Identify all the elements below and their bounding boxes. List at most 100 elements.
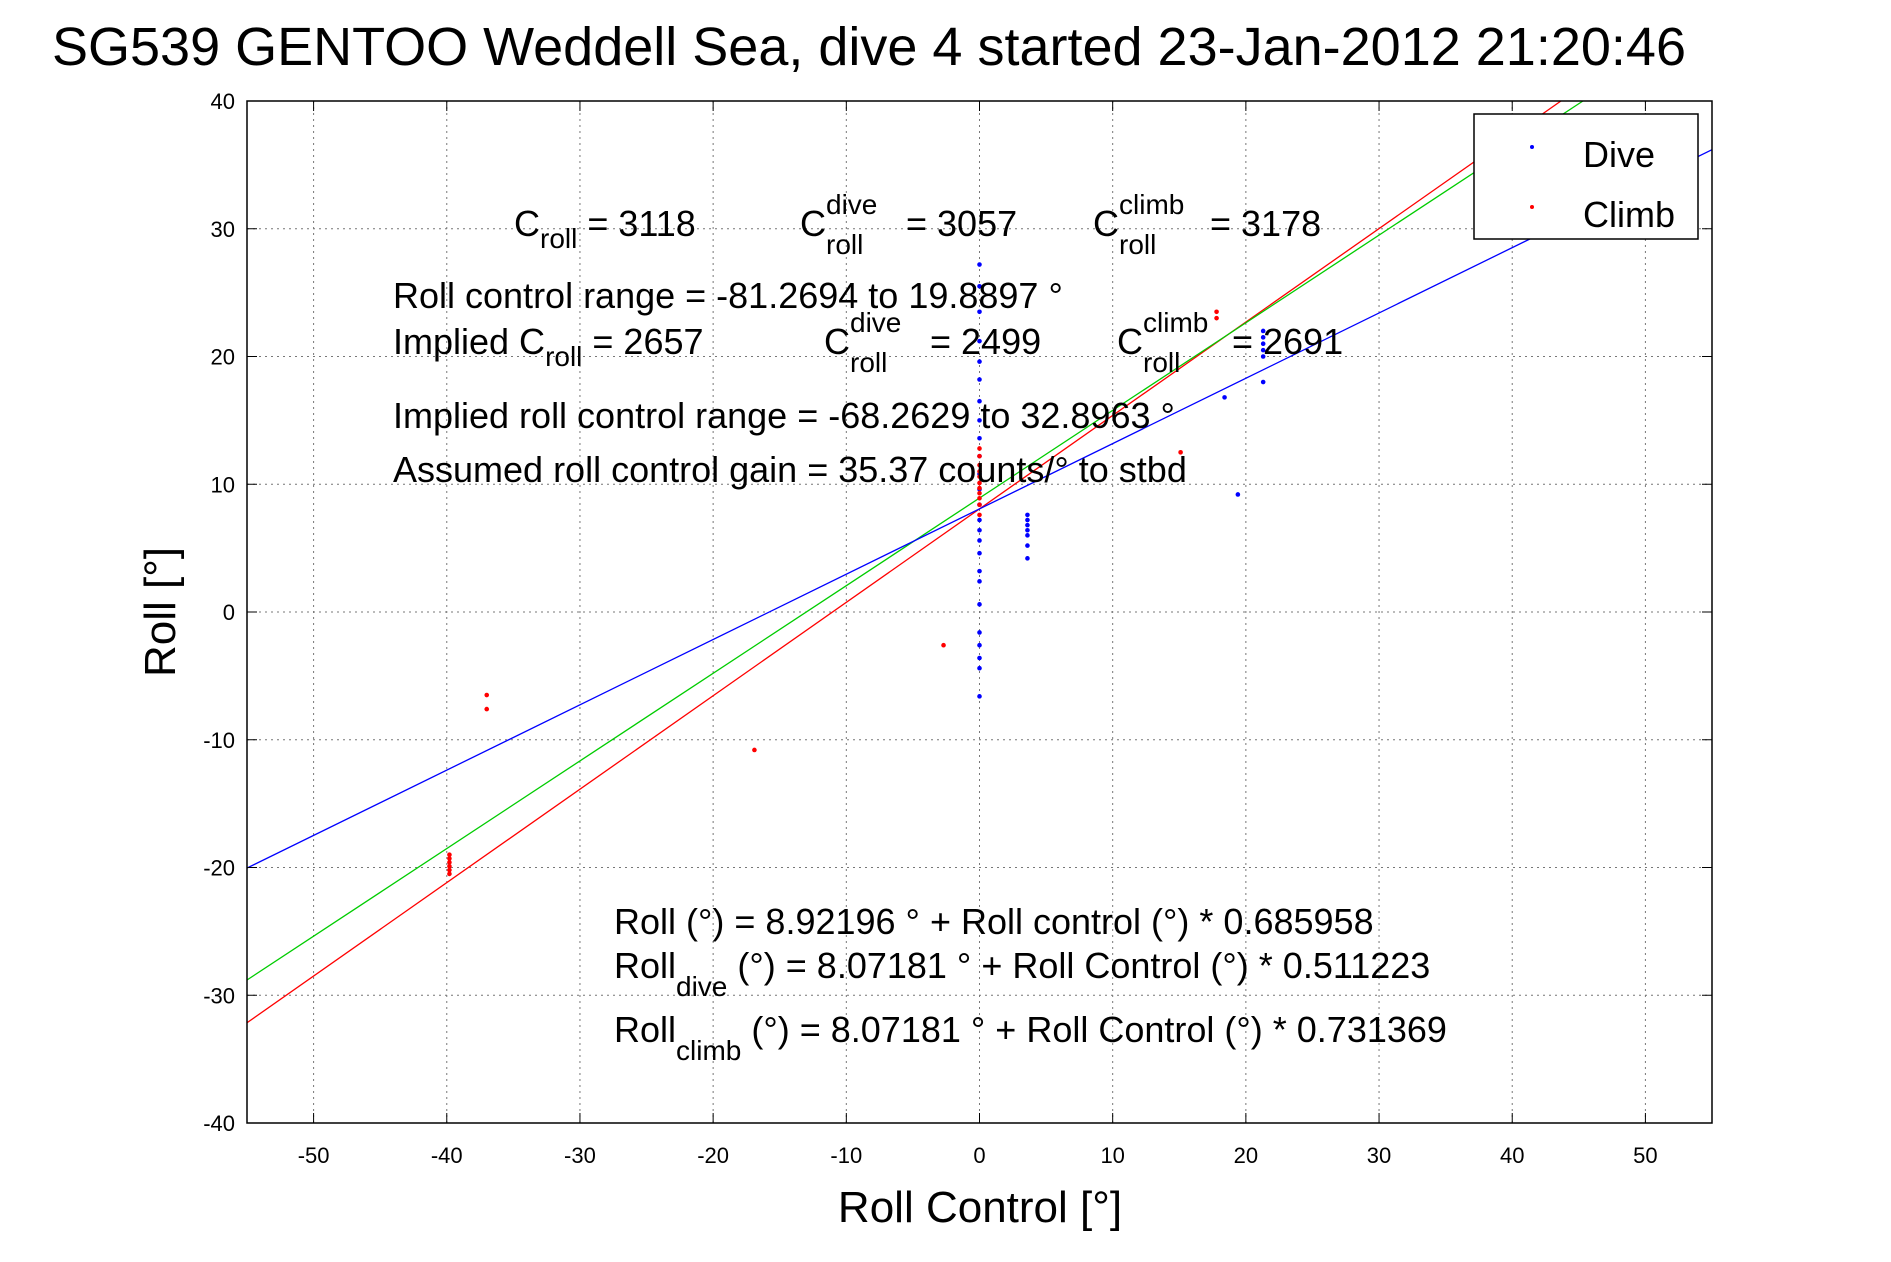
- x-tick-label: 20: [1234, 1143, 1258, 1168]
- x-tick-label: -10: [830, 1143, 862, 1168]
- x-tick-label: -20: [697, 1143, 729, 1168]
- y-tick-label: 30: [211, 217, 235, 242]
- climb-point: [977, 480, 982, 486]
- data-points: [447, 262, 1266, 877]
- climb-point: [1178, 450, 1183, 455]
- annotation-implied-c-roll-dive: Cdive roll = 2499: [824, 307, 1041, 378]
- y-tick-label: -40: [203, 1111, 235, 1136]
- dive-point: [977, 262, 982, 267]
- climb-point: [1214, 309, 1219, 315]
- dive-point: [1025, 543, 1030, 548]
- dive-point: [977, 527, 982, 533]
- fit-line: [246, 100, 1562, 1024]
- dive-point: [977, 655, 982, 661]
- annotation-c-roll: Croll = 3118: [514, 203, 696, 254]
- dive-point: [1260, 379, 1266, 385]
- annotation-roll-control-range: Roll control range = -81.2694 to 19.8897…: [393, 275, 1063, 316]
- legend: Dive Climb: [1473, 113, 1699, 240]
- annotation-block: Croll = 3118 Cdive roll = 3057 Cclimb roll…: [393, 189, 1447, 1066]
- climb-point: [447, 867, 452, 873]
- annotation-fit-climb: Rollclimb (°) = 8.07181 ° + Roll Control…: [614, 1009, 1447, 1066]
- climb-point: [977, 490, 982, 496]
- climb-point: [941, 642, 946, 648]
- y-tick-label: 0: [223, 600, 235, 625]
- dive-point: [1235, 492, 1241, 497]
- climb-point: [977, 474, 982, 479]
- x-tick-label: 50: [1633, 1143, 1657, 1168]
- legend-climb-label: Climb: [1583, 194, 1675, 235]
- y-tick-label: 40: [211, 89, 235, 114]
- dive-point: [977, 579, 982, 584]
- climb-point: [447, 852, 452, 858]
- dive-point: [1260, 341, 1266, 347]
- axes: [246, 100, 1713, 1124]
- dive-point: [977, 309, 982, 315]
- climb-point: [977, 485, 982, 491]
- dive-point: [1025, 527, 1030, 533]
- dive-point: [977, 338, 982, 344]
- climb-point: [977, 469, 982, 474]
- climb-point: [447, 871, 452, 877]
- x-tick-label: 0: [973, 1143, 985, 1168]
- y-tick-label: 20: [211, 345, 235, 370]
- climb-point: [752, 747, 757, 753]
- climb-point: [484, 706, 490, 712]
- climb-point: [1214, 315, 1219, 321]
- dive-point: [977, 550, 982, 556]
- x-tick-label: 10: [1100, 1143, 1124, 1168]
- dive-point: [977, 435, 982, 441]
- x-tick-label: -50: [298, 1143, 330, 1168]
- dive-point: [977, 665, 982, 671]
- climb-point: [977, 512, 982, 518]
- dive-point: [977, 359, 982, 364]
- climb-point: [447, 856, 452, 861]
- dive-point: [1222, 395, 1227, 400]
- dive-point: [977, 283, 982, 289]
- climb-point: [447, 860, 452, 865]
- dive-point: [1260, 335, 1266, 340]
- annotation-fit-all: Roll (°) = 8.92196 ° + Roll control (°) …: [614, 901, 1374, 942]
- climb-point: [484, 692, 490, 698]
- climb-point: [977, 502, 982, 507]
- climb-point: [977, 446, 982, 451]
- tick-labels: -50 -40 -30 -20 -10 0 10 20 30 40 50 -40 -30 -20 -10 0 1…: [203, 89, 1657, 1168]
- x-tick-label: 40: [1500, 1143, 1524, 1168]
- dive-point: [1025, 533, 1030, 538]
- fit-line: [246, 149, 1713, 869]
- dive-point: [977, 377, 982, 382]
- dive-point: [1025, 556, 1030, 561]
- legend-climb-marker: [1530, 205, 1534, 209]
- climb-point: [977, 496, 982, 501]
- climb-point: [977, 462, 982, 468]
- legend-box: [1473, 113, 1699, 240]
- x-axis-label: Roll Control [°]: [838, 1183, 1122, 1232]
- legend-dive-label: Dive: [1583, 134, 1655, 175]
- annotation-implied-c-roll-climb: Cclimb roll = 2691: [1117, 307, 1343, 378]
- chart-title: SG539 GENTOO Weddell Sea, dive 4 started…: [52, 17, 1686, 77]
- dive-point: [977, 418, 982, 423]
- annotation-c-roll-climb: Cclimb roll = 3178: [1093, 189, 1321, 260]
- climb-point: [977, 453, 982, 459]
- x-tick-label: 30: [1367, 1143, 1391, 1168]
- dive-point: [977, 602, 982, 607]
- climb-point: [447, 863, 452, 869]
- dive-point: [1260, 354, 1266, 359]
- dive-point: [977, 630, 982, 635]
- dive-point: [977, 642, 982, 648]
- dive-point: [977, 398, 982, 404]
- dive-point: [1025, 522, 1030, 528]
- x-tick-label: -40: [431, 1143, 463, 1168]
- x-tick-label: -30: [564, 1143, 596, 1168]
- dive-point: [1025, 517, 1030, 523]
- y-tick-label: -10: [203, 728, 235, 753]
- y-tick-label: -30: [203, 983, 235, 1008]
- annotation-implied-range: Implied roll control range = -68.2629 to…: [393, 395, 1175, 436]
- annotation-c-roll-dive: Cdive roll = 3057: [800, 189, 1017, 260]
- annotation-gain: Assumed roll control gain = 35.37 counts…: [393, 449, 1187, 490]
- fit-lines: [246, 100, 1713, 1024]
- y-axis-label: Roll [°]: [136, 547, 185, 677]
- annotation-implied-c-roll: Implied Croll = 2657: [393, 321, 704, 372]
- annotation-fit-dive: Rolldive (°) = 8.07181 ° + Roll Control …: [614, 945, 1430, 1002]
- y-tick-label: -20: [203, 856, 235, 881]
